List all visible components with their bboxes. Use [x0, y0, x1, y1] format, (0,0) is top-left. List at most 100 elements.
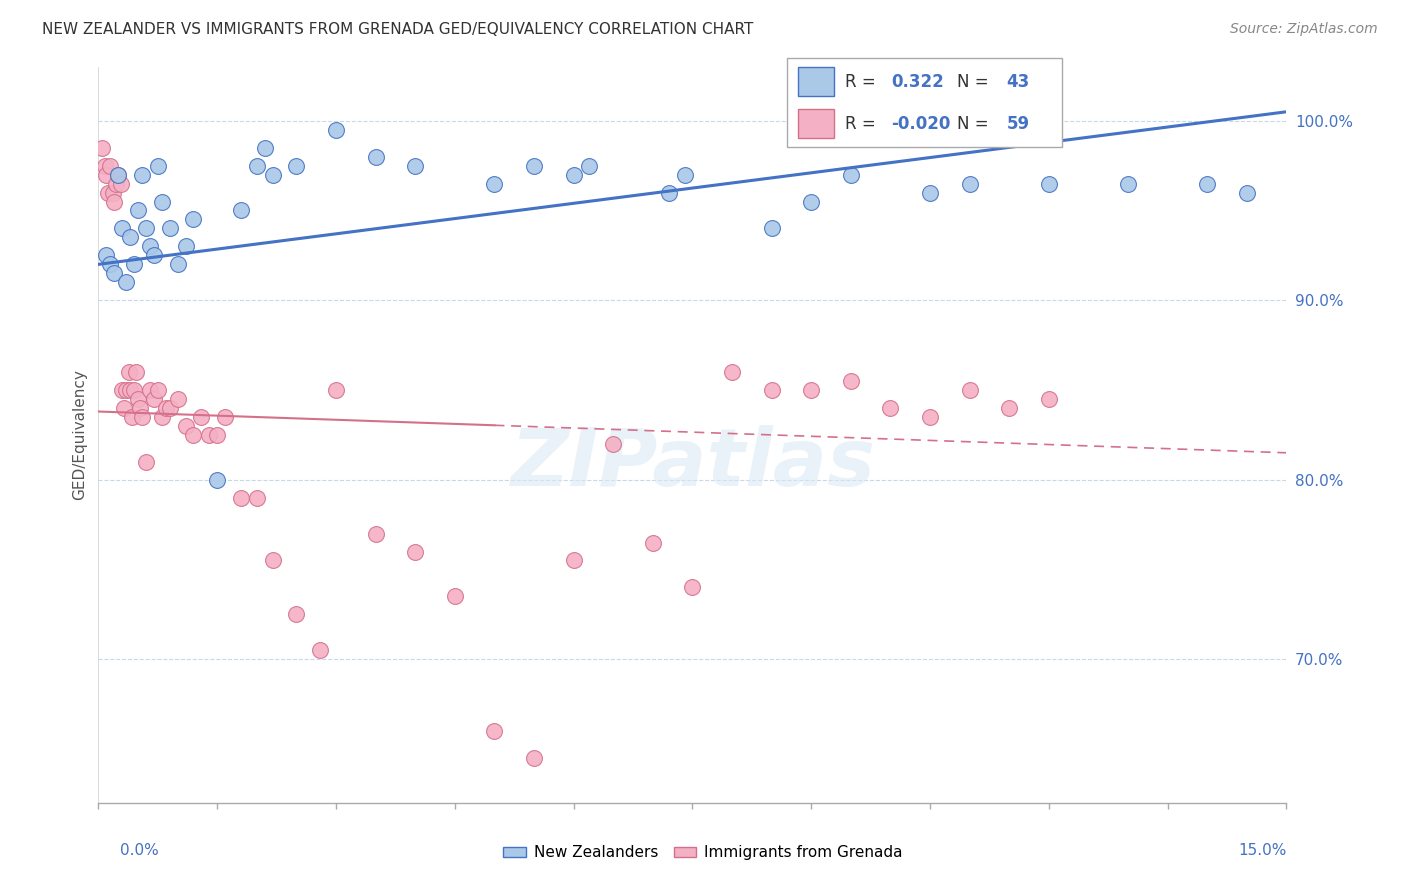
Point [146, 159, 169, 173]
Point [112, 401, 135, 415]
Point [117, 365, 139, 379]
Point [959, 383, 981, 397]
Point [229, 203, 252, 218]
Point [229, 491, 252, 505]
Point [839, 374, 862, 388]
Point [142, 392, 165, 406]
Point [155, 401, 177, 415]
Text: ZIPatlas: ZIPatlas [510, 425, 875, 503]
Point [91, 141, 114, 155]
Text: N =: N = [957, 114, 994, 133]
Point [1236, 186, 1258, 200]
Point [214, 409, 236, 424]
FancyBboxPatch shape [787, 58, 1062, 147]
Point [602, 437, 624, 451]
Point [959, 177, 981, 191]
Point [1116, 177, 1139, 191]
Point [120, 230, 142, 244]
Text: NEW ZEALANDER VS IMMIGRANTS FROM GRENADA GED/EQUIVALENCY CORRELATION CHART: NEW ZEALANDER VS IMMIGRANTS FROM GRENADA… [42, 22, 754, 37]
Point [174, 418, 197, 433]
Point [127, 392, 149, 406]
Point [115, 383, 138, 397]
Point [641, 535, 664, 549]
Point [484, 724, 506, 739]
Point [562, 553, 585, 567]
Point [183, 212, 205, 227]
Point [1197, 177, 1219, 191]
Point [131, 409, 153, 424]
Point [183, 427, 205, 442]
Point [404, 544, 426, 558]
Text: Source: ZipAtlas.com: Source: ZipAtlas.com [1230, 22, 1378, 37]
Point [364, 150, 387, 164]
Point [111, 221, 134, 235]
Point [761, 383, 783, 397]
Point [111, 383, 134, 397]
Point [159, 401, 181, 415]
Point [285, 159, 308, 173]
Point [1038, 177, 1060, 191]
Point [110, 177, 132, 191]
Point [135, 221, 157, 235]
Point [309, 643, 332, 657]
Point [98, 159, 121, 173]
Point [125, 365, 148, 379]
Point [98, 257, 121, 271]
Text: R =: R = [845, 114, 882, 133]
Point [104, 177, 127, 191]
Point [139, 239, 162, 253]
Point [103, 194, 125, 209]
Point [207, 427, 229, 442]
Point [839, 168, 862, 182]
Point [115, 275, 138, 289]
Point [190, 409, 212, 424]
Text: 0.322: 0.322 [891, 72, 945, 91]
Point [523, 159, 546, 173]
Point [800, 383, 823, 397]
Point [673, 168, 696, 182]
FancyBboxPatch shape [799, 109, 834, 138]
Text: N =: N = [957, 72, 994, 91]
Point [122, 383, 145, 397]
Point [142, 248, 165, 262]
Point [262, 168, 284, 182]
Text: 0.0%: 0.0% [120, 843, 159, 858]
Text: 59: 59 [1007, 114, 1029, 133]
Point [150, 409, 173, 424]
Point [174, 239, 197, 253]
Point [107, 168, 129, 182]
Point [920, 409, 942, 424]
Point [159, 221, 181, 235]
Point [150, 194, 173, 209]
Text: 15.0%: 15.0% [1239, 843, 1286, 858]
Point [285, 607, 308, 622]
Point [484, 177, 506, 191]
Point [121, 409, 143, 424]
Point [681, 581, 703, 595]
Legend: New Zealanders, Immigrants from Grenada: New Zealanders, Immigrants from Grenada [498, 839, 908, 866]
Point [523, 751, 546, 765]
Point [122, 257, 145, 271]
Point [800, 194, 823, 209]
Point [135, 455, 157, 469]
Point [94, 159, 117, 173]
FancyBboxPatch shape [799, 67, 834, 96]
Point [96, 168, 118, 182]
Point [578, 159, 600, 173]
Point [207, 473, 229, 487]
Point [103, 266, 125, 280]
Point [444, 590, 467, 604]
Point [364, 526, 387, 541]
Point [562, 168, 585, 182]
Text: R =: R = [845, 72, 882, 91]
Text: -0.020: -0.020 [891, 114, 950, 133]
Point [998, 401, 1021, 415]
Point [1038, 392, 1060, 406]
Point [920, 186, 942, 200]
Point [128, 401, 150, 415]
Point [101, 186, 124, 200]
Point [404, 159, 426, 173]
Point [166, 392, 188, 406]
Point [198, 427, 221, 442]
Point [253, 141, 276, 155]
